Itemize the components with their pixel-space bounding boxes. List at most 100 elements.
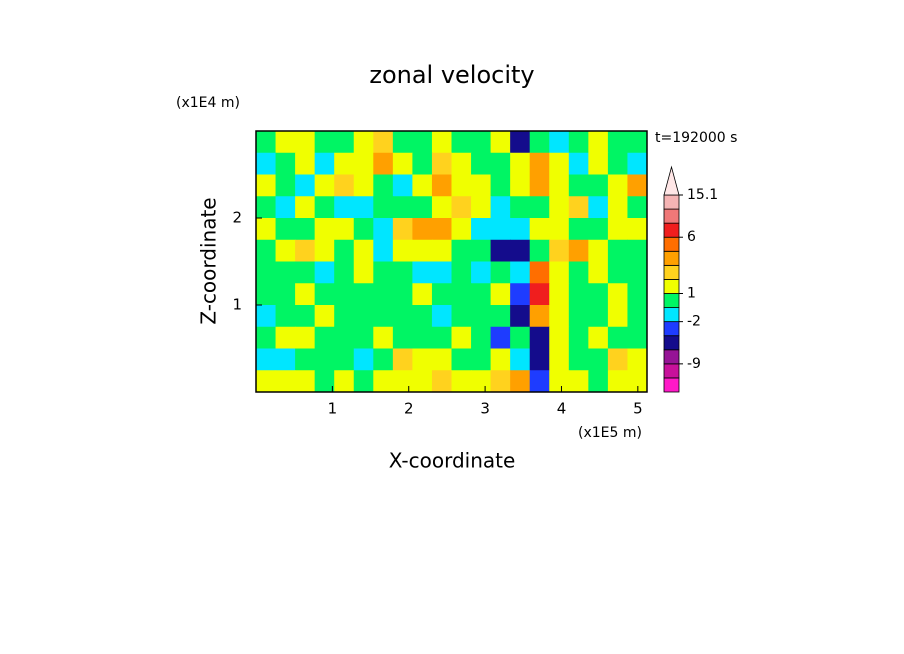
field-cell (314, 283, 335, 306)
field-cell (549, 174, 570, 197)
field-cell (295, 326, 316, 349)
field-cell (256, 261, 277, 284)
field-cell (314, 196, 335, 219)
field-cell (353, 218, 374, 241)
field-cell (353, 239, 374, 262)
field-cell (412, 196, 433, 219)
field-cell (412, 370, 433, 393)
field-cell (295, 370, 316, 393)
field-cell (431, 261, 452, 284)
field-cell (568, 218, 589, 241)
field-cell (627, 326, 648, 349)
field-cell (412, 174, 433, 197)
field-cell (471, 174, 492, 197)
field-cell (392, 261, 413, 284)
y-axis-label: Z-coordinate (197, 197, 221, 324)
colorbar-segment (663, 363, 680, 379)
field-cell (588, 261, 609, 284)
y-unit: (x1E4 m) (176, 95, 240, 111)
field-cell (295, 196, 316, 219)
field-cell (607, 283, 628, 306)
field-cell (510, 326, 531, 349)
field-cell (314, 131, 335, 154)
field-cell (471, 326, 492, 349)
colorbar-tick-label: 15.1 (687, 187, 718, 203)
field-cell (607, 326, 628, 349)
field-cell (549, 370, 570, 393)
field-cell (568, 348, 589, 371)
field-cell (607, 305, 628, 328)
field-cell (412, 283, 433, 306)
field-cell (510, 348, 531, 371)
field-cell (256, 196, 277, 219)
field-cell (334, 239, 355, 262)
field-cell (607, 174, 628, 197)
field-cell (607, 370, 628, 393)
field-cell (373, 152, 394, 175)
field-cell (607, 152, 628, 175)
field-cell (607, 348, 628, 371)
field-cell (392, 131, 413, 154)
field-cell (314, 152, 335, 175)
field-cell (314, 261, 335, 284)
field-cell (431, 305, 452, 328)
field-cell (353, 370, 374, 393)
field-cell (334, 152, 355, 175)
field-cell (510, 218, 531, 241)
field-cell (549, 348, 570, 371)
field-cell (353, 196, 374, 219)
colorbar-segment (663, 335, 680, 351)
field-cell (334, 174, 355, 197)
field-cell (529, 305, 550, 328)
field-cell (295, 283, 316, 306)
y-tick-label: 1 (232, 296, 242, 314)
field-cell (471, 261, 492, 284)
colorbar-segment (663, 264, 680, 280)
field-cell (451, 370, 472, 393)
field-cell (588, 305, 609, 328)
field-cell (295, 239, 316, 262)
field-cell (334, 196, 355, 219)
field-cell (256, 326, 277, 349)
field-cell (373, 348, 394, 371)
field-cell (412, 305, 433, 328)
field-cell (490, 131, 511, 154)
colorbar-segment (663, 194, 680, 210)
colorbar-segment (663, 250, 680, 266)
field-cell (314, 239, 335, 262)
field-cell (549, 326, 570, 349)
field-cell (334, 370, 355, 393)
field-cell (627, 348, 648, 371)
field-cell (256, 152, 277, 175)
field-cell (334, 283, 355, 306)
field-cell (334, 218, 355, 241)
field-cell (314, 174, 335, 197)
field-cell (353, 152, 374, 175)
field-cell (353, 305, 374, 328)
field-cell (373, 326, 394, 349)
x-tick-label: 1 (328, 400, 338, 418)
field-cell (471, 131, 492, 154)
field-cell (431, 218, 452, 241)
field-cell (256, 305, 277, 328)
field-cell (275, 131, 296, 154)
field-cell (549, 152, 570, 175)
field-cell (431, 174, 452, 197)
field-cell (392, 174, 413, 197)
field-cell (373, 370, 394, 393)
field-cell (568, 152, 589, 175)
field-cell (490, 261, 511, 284)
field-cell (627, 261, 648, 284)
field-cell (431, 131, 452, 154)
field-cell (529, 239, 550, 262)
field-cell (373, 305, 394, 328)
colorbar-segment (663, 293, 680, 308)
field-cell (588, 196, 609, 219)
field-cell (314, 305, 335, 328)
field-cell (510, 174, 531, 197)
field-cell (588, 239, 609, 262)
field-cell (529, 131, 550, 154)
field-cell (373, 174, 394, 197)
field-cell (510, 305, 531, 328)
field-cell (314, 370, 335, 393)
